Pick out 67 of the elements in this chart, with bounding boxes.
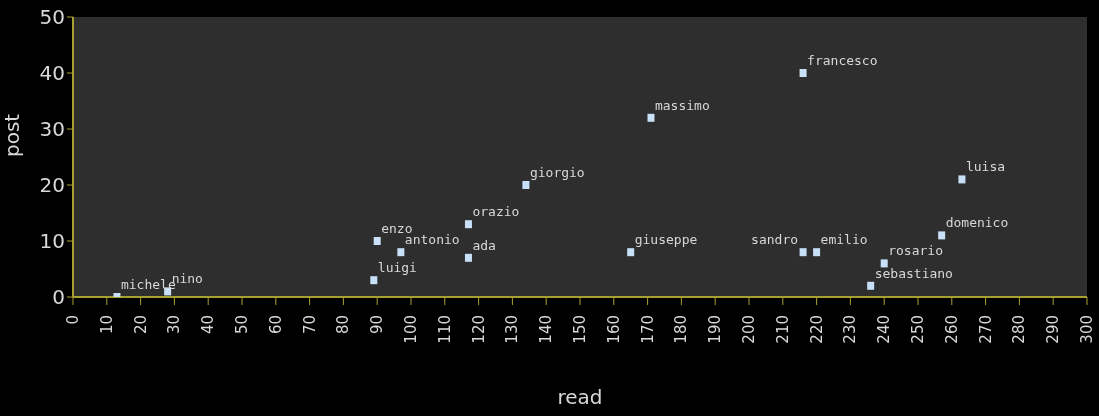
x-tick-label: 80 [334,315,353,335]
point [867,281,875,290]
x-tick-label: 70 [300,315,319,335]
x-tick-label: 260 [942,315,961,344]
x-tick-label: 170 [638,315,657,344]
x-tick-label: 100 [402,315,420,344]
y-tick-label: 50 [39,5,65,30]
x-tick-label: 30 [165,315,184,335]
annotation: sebastiano [874,265,953,281]
x-tick-label: 270 [976,315,995,344]
y-tick-label: 30 [39,117,65,142]
point [397,248,405,257]
x-tick-label: 140 [537,315,556,344]
point [813,248,821,257]
point [464,220,472,229]
x-tick-label: 300 [1078,315,1096,344]
point [627,248,635,257]
x-tick-label: 180 [672,315,691,344]
x-tick-label: 280 [1010,315,1029,344]
annotation: orazio [472,204,520,220]
y-axis-title: post [0,113,25,157]
y-tick-label: 40 [39,61,65,86]
x-tick-label: 190 [706,315,725,344]
y-tick-label: 10 [39,229,65,254]
x-tick-label: 160 [604,315,623,344]
x-tick-label: 120 [469,315,488,344]
x-tick-label: 220 [807,315,826,344]
x-tick-label: 130 [503,315,522,344]
annotation: giorgio [529,165,585,180]
x-tick-label: 50 [233,315,251,335]
annotation: rosario [888,243,943,259]
annotation: giuseppe [634,232,698,248]
annotation: emilio [820,232,868,248]
x-tick-label: 110 [435,315,454,344]
annotation: luigi [377,260,417,276]
point [373,237,381,245]
annotation: luisa [965,159,1006,175]
annotation: francesco [807,53,878,68]
x-tick-label: 10 [97,315,116,335]
x-tick-label: 60 [266,315,285,335]
y-tick-label: 0 [52,285,65,310]
point [799,248,807,257]
x-tick-label: 210 [773,315,792,344]
annotation: domenico [945,215,1009,231]
x-tick-label: 250 [909,315,927,344]
y-tick-label: 20 [39,173,65,198]
point [958,175,966,184]
x-tick-label: 200 [740,315,758,344]
point [522,181,530,189]
x-tick-label: 240 [875,315,894,344]
x-tick-label: 40 [199,315,218,335]
point [938,231,946,240]
point [464,253,472,262]
annotation: ada [472,237,496,253]
annotation: massimo [654,97,710,113]
point [370,276,378,285]
x-tick-label: 290 [1044,315,1063,344]
annotation: sandro [751,232,799,248]
point [799,69,807,77]
point [647,113,655,122]
x-tick-label: 90 [368,315,387,335]
x-axis-title: read [557,385,603,409]
x-tick-label: 150 [571,315,589,344]
x-tick-label: 230 [841,315,860,344]
x-tick-label: 0 [64,315,82,325]
point [880,259,888,268]
x-tick-label: 20 [131,315,150,335]
